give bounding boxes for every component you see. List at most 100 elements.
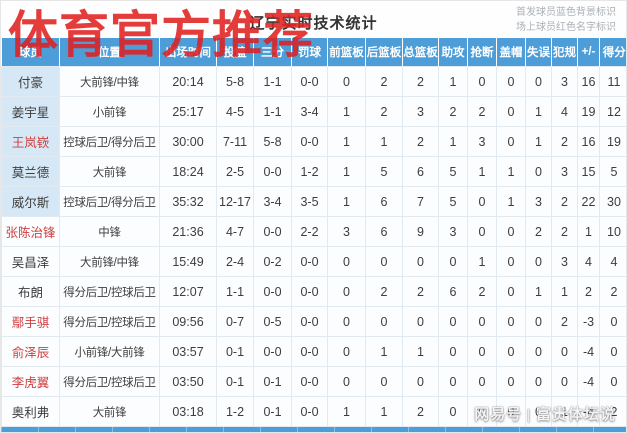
- stat-cell: 2: [365, 96, 403, 127]
- stat-cell: 6: [402, 156, 439, 187]
- stat-cell: 1: [467, 246, 497, 277]
- stat-cell: 2: [599, 276, 626, 307]
- stat-cell: 1: [438, 66, 468, 97]
- column-header-4: 三分: [253, 38, 292, 67]
- stat-cell: 5: [438, 186, 468, 217]
- table-row: 莫兰德 大前锋 18:24 2-5 0-0 1-2 1 5 6 5 1 1 0 3 15 5: [1, 156, 626, 187]
- stat-cell: 6: [438, 276, 468, 307]
- stat-cell: 0: [496, 336, 526, 367]
- stat-cell: 小前锋: [59, 96, 160, 127]
- next-table-header-partial: [1, 427, 626, 432]
- stat-cell: 0: [438, 306, 468, 337]
- stat-cell: 1: [577, 216, 600, 247]
- stat-cell: 09:56: [159, 306, 217, 337]
- column-header-0: 球员: [1, 38, 60, 67]
- stat-cell: 0-0: [291, 396, 328, 427]
- stat-cell: 0: [438, 336, 468, 367]
- stat-cell: 0: [438, 396, 468, 427]
- stat-cell: 0: [551, 336, 578, 367]
- stat-cell: 0-7: [216, 306, 254, 337]
- stat-cell: 0: [467, 306, 497, 337]
- player-name-cell: 姜宇星: [1, 96, 60, 127]
- stat-cell: 0: [402, 306, 439, 337]
- stat-cell: 2: [402, 276, 439, 307]
- player-name-cell: 王岚嵚: [1, 126, 60, 157]
- stat-cell: 0-1: [253, 396, 292, 427]
- stat-cell: 2: [467, 276, 497, 307]
- stat-cell: 5: [365, 156, 403, 187]
- stat-cell: 35:32: [159, 186, 217, 217]
- stat-cell: 21:36: [159, 216, 217, 247]
- stat-cell: 4: [599, 246, 626, 277]
- stat-cell: 18:24: [159, 156, 217, 187]
- stat-cell: 0: [496, 396, 526, 427]
- stat-cell: 2: [438, 96, 468, 127]
- stat-cell: 0-0: [291, 246, 328, 277]
- stat-cell: 1: [551, 396, 578, 427]
- stat-cell: 1-2: [291, 156, 328, 187]
- stat-cell: 1-1: [253, 66, 292, 97]
- stat-cell: 03:18: [159, 396, 217, 427]
- legend-note-starters: 首发球员蓝色背景标识: [516, 7, 616, 18]
- stat-cell: 2: [365, 276, 403, 307]
- table-row: 鄢手骐 得分后卫/控球后卫 09:56 0-7 0-5 0-0 0 0 0 0 0 0 0 2 -3 0: [1, 306, 626, 337]
- stat-cell: 20:14: [159, 66, 217, 97]
- legend: 首发球员蓝色背景标识 场上球员红色名字标识: [516, 5, 616, 35]
- stat-cell: 15:49: [159, 246, 217, 277]
- stat-cell: 3: [402, 96, 439, 127]
- player-name-cell: 威尔斯: [1, 186, 60, 217]
- stat-cell: 3: [438, 216, 468, 247]
- stat-cell: 0-0: [291, 366, 328, 397]
- stat-cell: 1: [496, 156, 526, 187]
- stat-cell: 2: [402, 126, 439, 157]
- stat-cell: 0-0: [291, 66, 328, 97]
- stat-cell: 0: [599, 336, 626, 367]
- stat-cell: 0: [438, 246, 468, 277]
- player-name-cell: 鄢手骐: [1, 306, 60, 337]
- title-bar: 辽宁实时技术统计 首发球员蓝色背景标识 场上球员红色名字标识: [1, 1, 626, 38]
- stat-cell: 0: [402, 366, 439, 397]
- player-name-cell: 吴昌泽: [1, 246, 60, 277]
- stat-cell: 0: [467, 366, 497, 397]
- stat-cell: 1: [327, 186, 366, 217]
- stat-cell: 0: [551, 366, 578, 397]
- stat-cell: 15: [577, 156, 600, 187]
- player-name-cell: 付豪: [1, 66, 60, 97]
- stat-cell: 5: [599, 156, 626, 187]
- stat-cell: 2: [577, 276, 600, 307]
- stat-cell: 0: [467, 336, 497, 367]
- column-header-3: 投篮: [216, 38, 254, 67]
- stat-cell: 0: [525, 156, 552, 187]
- stat-cell: 大前锋/中锋: [59, 246, 160, 277]
- stat-cell: 0: [467, 396, 497, 427]
- stat-cell: 0-0: [253, 216, 292, 247]
- table-row: 俞泽辰 小前锋/大前锋 03:57 0-1 0-0 0-0 0 1 1 0 0 0 0 0 -4 0: [1, 336, 626, 367]
- stat-cell: 1: [327, 396, 366, 427]
- stat-cell: 2: [402, 396, 439, 427]
- column-header-2: 出场时间: [159, 38, 217, 67]
- stat-cell: 12-17: [216, 186, 254, 217]
- stat-cell: 大前锋: [59, 396, 160, 427]
- stat-cell: 6: [365, 186, 403, 217]
- table-body: 付豪 大前锋/中锋 20:14 5-8 1-1 0-0 0 2 2 1 0 0 0 3 16 11 姜宇星 小前锋…: [1, 66, 626, 427]
- column-header-14: +/-: [577, 38, 600, 67]
- stat-cell: 0-5: [253, 306, 292, 337]
- stat-cell: 0: [599, 366, 626, 397]
- stat-cell: 0-2: [253, 246, 292, 277]
- table-row: 姜宇星 小前锋 25:17 4-5 1-1 3-4 1 2 3 2 2 0 1 4 19 12: [1, 96, 626, 127]
- stat-cell: 0: [496, 306, 526, 337]
- stat-cell: 0: [327, 276, 366, 307]
- table-header: 球员 位置 出场时间 投篮 三分 罚球 前篮板 后篮板 总篮板 助攻 抢断 盖帽 失误 犯规 +/- 得分: [1, 38, 626, 67]
- stat-cell: 3: [551, 156, 578, 187]
- stat-cell: 0: [402, 246, 439, 277]
- stat-cell: 1-1: [216, 276, 254, 307]
- stat-cell: 2-4: [216, 246, 254, 277]
- stat-cell: 3: [551, 66, 578, 97]
- stat-cell: 7: [402, 186, 439, 217]
- stat-cell: 4-5: [216, 96, 254, 127]
- stat-cell: 16: [577, 66, 600, 97]
- stat-cell: 2: [525, 216, 552, 247]
- stat-cell: 0-0: [291, 306, 328, 337]
- table-row: 付豪 大前锋/中锋 20:14 5-8 1-1 0-0 0 2 2 1 0 0 0 3 16 11: [1, 66, 626, 97]
- stat-cell: -3: [577, 306, 600, 337]
